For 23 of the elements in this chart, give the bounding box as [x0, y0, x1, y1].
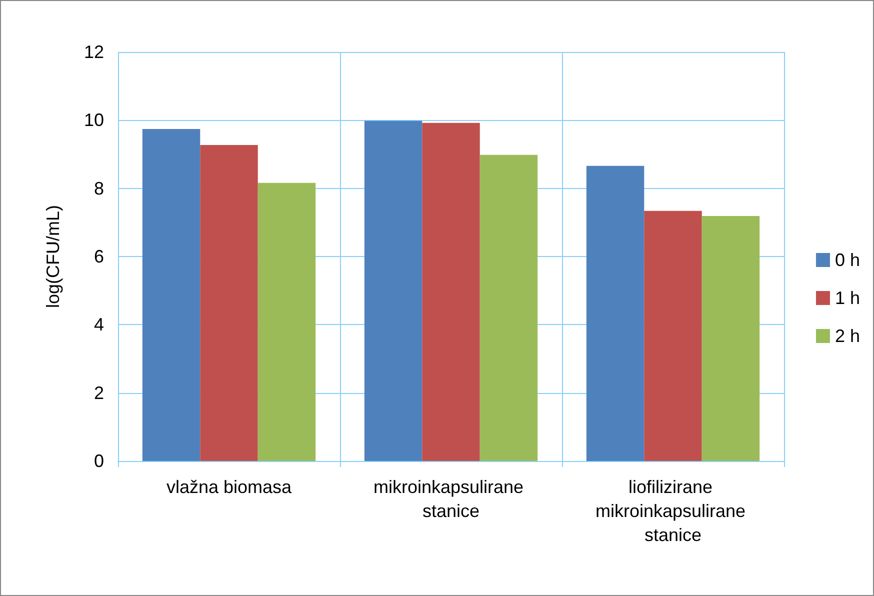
- y-tick-label: 4: [94, 314, 104, 335]
- y-tick-label: 8: [94, 178, 104, 198]
- y-axis-title: log(CFU/mL): [43, 204, 63, 308]
- y-tick-label: 2: [94, 382, 104, 403]
- legend-label: 0 h: [834, 250, 860, 270]
- y-tick-label: 6: [94, 246, 104, 266]
- bar: [586, 166, 644, 461]
- legend-label: 1 h: [834, 288, 860, 308]
- x-tick-label: mikroinkapsulirane stanice: [373, 477, 529, 521]
- bar: [364, 120, 422, 461]
- x-tick-label: vlažna biomasa: [166, 477, 293, 497]
- bar: [480, 154, 538, 461]
- bar: [142, 129, 200, 461]
- x-tick-label: liofilizirane mikroinkapsulirane stanice: [595, 477, 751, 545]
- y-tick-label: 10: [84, 110, 104, 130]
- y-tick-label: 12: [84, 42, 104, 62]
- legend-label: 2 h: [834, 326, 860, 346]
- bar: [200, 145, 258, 461]
- bar: [422, 122, 480, 461]
- bar: [702, 216, 760, 461]
- y-tick-label: 0: [94, 451, 104, 471]
- bar: [644, 210, 702, 461]
- bar: [258, 182, 316, 461]
